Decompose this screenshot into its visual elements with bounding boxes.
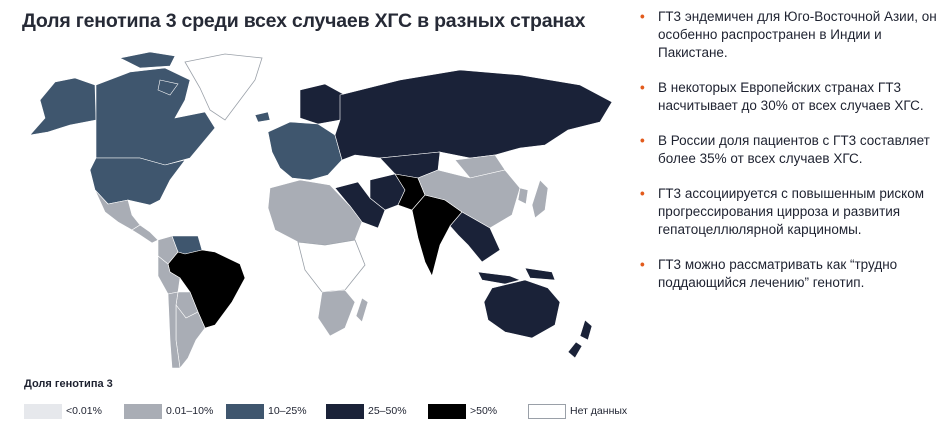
bullet-list: • ГТ3 эндемичен для Юго-Восточной Азии, о…	[640, 8, 940, 309]
region-indonesia	[477, 267, 556, 285]
page-title: Доля генотипа 3 среди всех случаев ХГС в…	[22, 10, 586, 32]
legend-swatch	[326, 404, 364, 419]
legend-swatch	[124, 404, 162, 419]
legend-label: >50%	[470, 405, 498, 417]
legend-label: 0.01–10%	[166, 405, 214, 417]
region-chile	[167, 291, 181, 369]
region-southeast-asia	[449, 211, 501, 263]
bullet-item: • В России доля пациентов с ГТ3 составляе…	[640, 133, 930, 166]
legend-title: Доля генотипа 3	[24, 378, 113, 390]
region-greenland	[184, 53, 263, 121]
region-madagascar	[355, 297, 369, 323]
legend-swatch	[24, 404, 62, 419]
region-australia	[483, 279, 561, 339]
bullet-text: ГТ3 эндемичен для Юго-Восточной Азии, он…	[658, 9, 937, 60]
legend-label: <0.01%	[66, 405, 102, 417]
region-peru	[157, 255, 181, 295]
region-japan	[531, 179, 549, 219]
bullet-text: ГТ3 можно рассматривать как “трудно подд…	[658, 257, 898, 290]
legend-label: Нет данных	[570, 405, 628, 417]
legend-swatch	[528, 404, 566, 419]
region-southern-africa	[317, 289, 356, 337]
legend-swatch	[226, 404, 264, 419]
legend-label: 10–25%	[268, 405, 307, 417]
region-central-africa	[297, 239, 366, 293]
region-scandinavia	[299, 83, 346, 125]
region-europe	[267, 121, 343, 181]
bullet-item: • ГТ3 можно рассматривать как “трудно под…	[640, 257, 898, 290]
bullet-item: • ГТ3 ассоциируется с повышенным риском п…	[640, 186, 924, 237]
legend-swatch	[428, 404, 466, 419]
region-india	[411, 194, 463, 277]
world-map	[29, 51, 613, 369]
region-new-zealand	[567, 319, 593, 359]
bullet-item: • ГТ3 эндемичен для Юго-Восточной Азии, о…	[640, 9, 937, 60]
region-arctic-islands	[119, 51, 179, 96]
region-usa	[89, 157, 186, 206]
legend: <0.01% 0.01–10% 10–25% 25–50% >50% Нет д…	[24, 402, 644, 422]
bullet-item: • В некоторых Европейских странах ГТ3 нас…	[640, 80, 924, 113]
region-central-america	[131, 224, 159, 244]
bullet-text: ГТ3 ассоциируется с повышенным риском пр…	[658, 186, 924, 237]
region-russia	[334, 69, 613, 161]
bullet-text: В России доля пациентов с ГТ3 составляет…	[658, 133, 930, 166]
bullet-text: В некоторых Европейских странах ГТ3 насч…	[658, 80, 924, 113]
region-korea	[517, 187, 529, 205]
region-alaska	[29, 77, 97, 136]
region-iceland	[254, 111, 271, 123]
legend-label: 25–50%	[368, 405, 407, 417]
